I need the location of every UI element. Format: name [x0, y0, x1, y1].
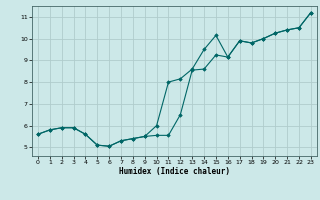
X-axis label: Humidex (Indice chaleur): Humidex (Indice chaleur): [119, 167, 230, 176]
